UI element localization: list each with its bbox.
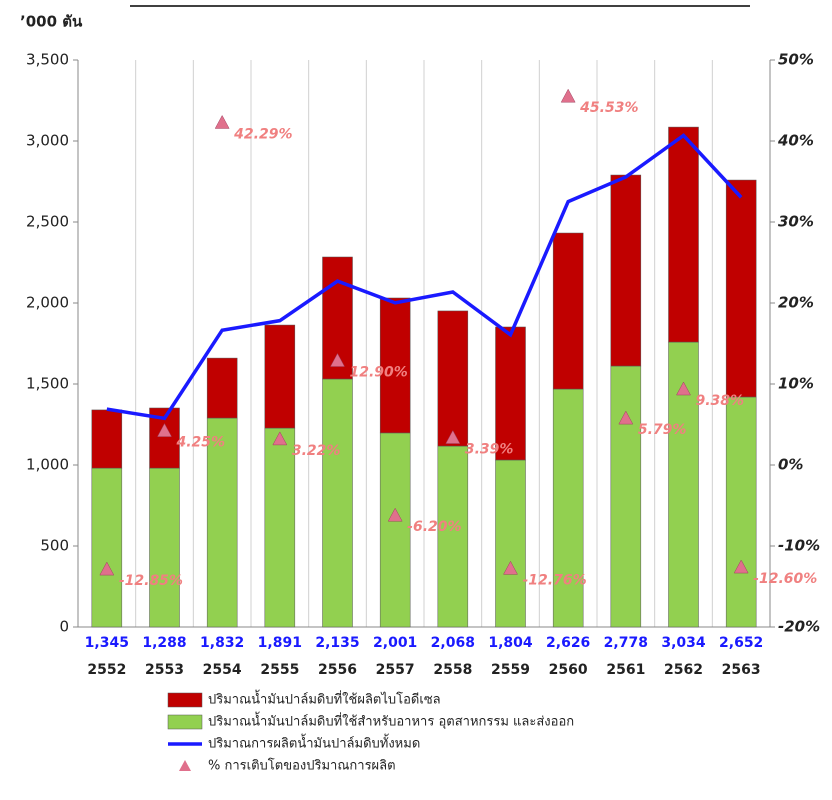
- y2-tick-label: 20%: [778, 294, 814, 312]
- marker-label: 12.90%: [350, 365, 408, 381]
- y2-tick-label: 50%: [778, 51, 814, 69]
- x-tick-label: 2553: [145, 662, 184, 678]
- x-tick-label: 2557: [376, 662, 415, 678]
- marker: [387, 507, 403, 522]
- legend-swatch: [179, 760, 191, 771]
- x-tick-label: 2556: [318, 662, 357, 678]
- y-tick-label: 500: [40, 537, 69, 555]
- marker: [733, 559, 749, 574]
- line: [106, 133, 743, 421]
- bar-segment: [379, 297, 411, 434]
- marker-label: -12.85%: [119, 573, 183, 589]
- bar-segment: [91, 409, 123, 469]
- bar-segment: [264, 427, 296, 628]
- line-value-label: 2,778: [604, 635, 648, 651]
- bar-segment: [437, 445, 469, 628]
- bar-segment: [379, 432, 411, 628]
- line-value-label: 2,652: [719, 635, 763, 651]
- legend-swatch: [167, 692, 203, 708]
- y-tick-label: 3,500: [26, 51, 69, 69]
- bar-segment: [264, 324, 296, 429]
- x-tick-label: 2558: [433, 662, 472, 678]
- marker: [503, 560, 518, 575]
- bar-segment: [552, 388, 584, 628]
- marker-label: 3.22%: [292, 443, 341, 459]
- marker-label: 42.29%: [233, 126, 292, 142]
- y-tick-label: 3,000: [26, 132, 69, 150]
- y-axis-label: ’000 ตัน: [20, 13, 83, 31]
- x-tick-label: 2563: [722, 662, 761, 678]
- x-tick-label: 2559: [491, 662, 530, 678]
- legend-label: ปริมาณน้ำมันปาล์มดิบที่ใช้สำหรับอาหาร อุ…: [208, 712, 574, 730]
- y2-tick-label: 30%: [778, 213, 814, 231]
- bar-segment: [552, 232, 584, 390]
- y2-tick-label: -20%: [778, 618, 820, 636]
- line-value-label: 1,345: [85, 635, 129, 651]
- line-value-label: 1,288: [142, 635, 186, 651]
- x-tick-label: 2560: [549, 662, 588, 678]
- marker: [157, 423, 172, 437]
- marker-label: -12.76%: [523, 572, 587, 588]
- marker: [445, 430, 461, 444]
- line-value-label: 1,891: [258, 635, 302, 651]
- line-value-label: 1,832: [200, 635, 244, 651]
- y2-tick-label: 40%: [777, 132, 814, 150]
- bar-segment: [149, 467, 180, 628]
- line-value-label: 3,034: [661, 635, 706, 651]
- marker-label: -12.60%: [753, 571, 817, 587]
- marker-label: 9.38%: [696, 393, 745, 409]
- bar-segment: [610, 365, 642, 628]
- y-tick-label: 2,000: [26, 294, 69, 312]
- bar-segment: [495, 459, 526, 628]
- x-tick-label: 2554: [203, 662, 242, 678]
- legend-swatch: [167, 714, 203, 730]
- bar-segment: [206, 417, 238, 628]
- marker-label: -6.20%: [407, 519, 461, 535]
- marker: [618, 410, 634, 425]
- y2-tick-label: 10%: [778, 375, 814, 393]
- bar-segment: [495, 326, 526, 461]
- marker: [214, 114, 230, 129]
- bar-segment: [610, 174, 642, 367]
- marker: [99, 561, 115, 576]
- x-tick-label: 2555: [260, 662, 299, 678]
- line-value-label: 2,068: [431, 635, 475, 651]
- marker-label: 5.79%: [638, 422, 687, 438]
- marker: [676, 381, 691, 396]
- y-tick-label: 1,500: [26, 375, 69, 393]
- legend-label: ปริมาณน้ำมันปาล์มดิบที่ใช้ผลิตไบโอดีเซล: [208, 690, 441, 708]
- marker-label: 45.53%: [579, 100, 638, 116]
- legend-label: % การเติบโตของปริมาณการผลิต: [208, 758, 396, 774]
- bar-segment: [437, 310, 469, 447]
- x-tick-label: 2552: [87, 662, 126, 678]
- marker: [272, 431, 288, 446]
- marker-label: 3.39%: [465, 442, 514, 458]
- marker-label: 4.25%: [176, 435, 226, 451]
- y-tick-label: 0: [59, 618, 69, 636]
- y2-tick-label: -10%: [778, 537, 820, 555]
- x-tick-label: 2562: [664, 662, 703, 678]
- bar-segment: [725, 179, 757, 398]
- line-value-label: 2,135: [315, 635, 359, 651]
- line-value-label: 2,001: [373, 635, 417, 651]
- bar-segment: [725, 396, 757, 628]
- line-value-label: 2,626: [546, 635, 590, 651]
- bar-segment: [322, 378, 353, 628]
- legend-label: ปริมาณการผลิตน้ำมันปาล์มดิบทั้งหมด: [208, 734, 420, 752]
- bar-segment: [206, 357, 238, 419]
- marker: [560, 88, 576, 103]
- line-value-label: 1,804: [488, 635, 533, 651]
- bar-segment: [91, 467, 123, 628]
- marker: [330, 352, 345, 367]
- x-tick-label: 2561: [606, 662, 645, 678]
- bar-segment: [668, 126, 699, 343]
- y-tick-label: 1,000: [26, 456, 69, 474]
- y2-tick-label: 0%: [778, 456, 803, 474]
- y-tick-label: 2,500: [26, 213, 69, 231]
